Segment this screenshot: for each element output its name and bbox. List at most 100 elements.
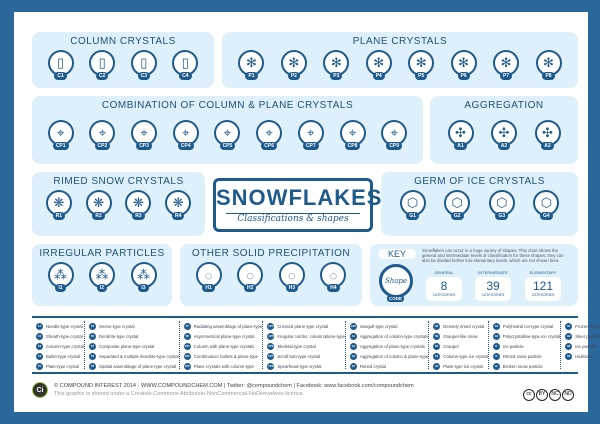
legend-label: Densely rimed crystal xyxy=(443,323,485,329)
legend-item: P1 Plate-type crystal xyxy=(36,361,84,371)
legend-code: A1 xyxy=(349,332,357,340)
legend-code: CP6 xyxy=(267,342,275,350)
page-subtitle: Classifications & shapes xyxy=(226,213,360,224)
legend-code: CP2 xyxy=(183,352,191,360)
plane-crystals-box: PLANE CRYSTALS ✻ P1 ✻ P2 ✻ P3 ✻ P4 ✻ P5 ✻ P6 ✻ P7 ✻ P8 xyxy=(222,32,578,88)
crystal-p6: ✻ P6 xyxy=(450,50,477,80)
crystal-p1: ✻ P1 xyxy=(238,50,265,80)
crystal-code: CP6 xyxy=(261,142,277,150)
crystal-c3: ▯ C3 xyxy=(130,50,157,80)
aggregation-crystal-icon: ✣ xyxy=(534,120,561,146)
crystal-code: R2 xyxy=(92,212,105,220)
legend-label: Plate-type crystal xyxy=(46,363,79,369)
legend-label: Asymmetrical plane-type crystal xyxy=(193,333,255,339)
legend-item: CP9 Seagull-type crystal xyxy=(349,321,428,331)
legend-code: I3 xyxy=(492,362,500,370)
crystal-code: G3 xyxy=(495,212,509,220)
rimed-box: RIMED SNOW CRYSTALS ❋ R1 ❋ R2 ❋ R3 ❋ R4 xyxy=(32,172,205,236)
legend-code: P6 xyxy=(88,362,96,370)
irregular-box: IRREGULAR PARTICLES ⁂ I1 ⁂ I2 ⁂ I3 xyxy=(32,244,172,306)
plane-crystal-icon: ✻ xyxy=(323,50,350,76)
crystal-code: P1 xyxy=(245,72,258,80)
legend-code: CP4 xyxy=(267,322,275,330)
legend-label: Column with plane-type crystals xyxy=(193,343,255,349)
crystal-code: P2 xyxy=(287,72,300,80)
legend-code: R3 xyxy=(433,332,441,340)
combo-crystal-icon: ⌖ xyxy=(381,120,408,146)
column-title: COLUMN CRYSTALS xyxy=(70,36,176,47)
crystal-c1: ▯ C1 xyxy=(47,50,74,80)
legend-label: Broken snow particle xyxy=(502,363,543,369)
legend-label: Column-type crystal xyxy=(46,343,84,349)
crystal-p2: ✻ P2 xyxy=(280,50,307,80)
infographic-panel: COLUMN CRYSTALS ▯ C1 ▯ C2 ▯ C3 ▯ C4 PLANE CRYSTA… xyxy=(14,12,600,412)
legend-label: Seagull-type crystal xyxy=(359,323,398,329)
legend-code: R4 xyxy=(433,342,441,350)
crystal-p3: ✻ P3 xyxy=(323,50,350,80)
by-icon: BY xyxy=(536,389,548,401)
legend-code: CP9 xyxy=(349,322,357,330)
crystal-i2: ⁂ I2 xyxy=(89,262,115,292)
legend-code: P8 xyxy=(183,332,191,340)
legend-label: Plate-type ice crystal xyxy=(443,363,483,369)
legend-code: C3 xyxy=(36,342,43,350)
crystal-cp4: ⌖ CP4 xyxy=(172,120,199,150)
legend-code: C1 xyxy=(36,322,43,330)
crystal-cp5: ⌖ CP5 xyxy=(214,120,241,150)
rimed-crystal-icon: ❋ xyxy=(125,190,152,216)
crystal-code: CP7 xyxy=(302,142,319,150)
legend-code: A3 xyxy=(349,352,357,360)
legend-label: Column-type ice crystal xyxy=(443,353,488,359)
crystal-p4: ✻ P4 xyxy=(365,50,392,80)
legend-item: A1 Aggregation of column-type crystals xyxy=(349,331,428,341)
legend-column: R2 Densely rimed crystal R3 Graupel-like sn… xyxy=(429,321,489,370)
aggregation-crystal-icon: ✣ xyxy=(447,120,474,146)
legend-label: Ice particle xyxy=(575,343,596,349)
crystal-code: I3 xyxy=(138,284,149,292)
legend-column: C1 Needle-type crystal C2 Sheath-type cryst… xyxy=(32,321,85,371)
legend-code: H3 xyxy=(565,342,573,350)
legend-label: Scroll twin-type crystal xyxy=(277,353,321,359)
legend-code: CP1 xyxy=(183,342,191,350)
crystal-code: G2 xyxy=(450,212,464,220)
crystal-cp2: ⌖ CP2 xyxy=(89,120,116,150)
crystal-code: I1 xyxy=(55,284,66,292)
legend-label: Skeletal-type crystal xyxy=(277,343,316,349)
crystal-cp9: ⌖ CP9 xyxy=(381,120,408,150)
legend-label: Sector-type crystal xyxy=(98,323,135,329)
crystal-code: P8 xyxy=(542,72,555,80)
other-crystal-icon: ◌ xyxy=(237,262,264,288)
crystal-r4: ❋ R4 xyxy=(165,190,192,220)
legend-code: H2 xyxy=(565,332,573,340)
legend-column: P2 Sector-type crystal P3 Dendrite-type cry… xyxy=(85,321,180,370)
legend-item: CP8 Spearhead-type crystal xyxy=(267,361,345,371)
legend-label: Separated & multiple dendrite-type cryst… xyxy=(98,353,179,359)
legend-label: Plane crystals with column-type xyxy=(193,363,254,369)
crystal-code: R1 xyxy=(52,212,65,220)
crystal-code: H3 xyxy=(285,284,298,292)
legend-code: P2 xyxy=(88,322,96,330)
legend-code: R1 xyxy=(349,362,357,370)
crystal-code: H1 xyxy=(202,284,215,292)
legend-item: P7 Radiating assemblage of plane-type xyxy=(183,321,262,331)
legend-code: H1 xyxy=(565,322,573,330)
legend-item: H2 Sleet particle xyxy=(565,331,600,341)
legend-code: G3 xyxy=(492,322,500,330)
key-box: KEY Shape CODE Snowflakes can occur in a… xyxy=(370,244,578,306)
legend-item: P5 Separated & multiple dendrite-type cry… xyxy=(88,351,179,361)
key-description: Snowflakes can occur in a huge variety o… xyxy=(422,248,564,264)
crystal-cp7: ⌖ CP7 xyxy=(297,120,324,150)
germ-icons: ⬡ G1 ⬡ G2 ⬡ G3 ⬡ G4 xyxy=(381,190,578,220)
legend-label: Aggregation of plane-type crystals xyxy=(359,343,425,349)
page-title: SNOWFLAKES xyxy=(216,185,383,210)
legend-code: CP3 xyxy=(183,362,191,370)
stat-intermediate: INTERMEDIATE 39 CATEGORIES xyxy=(475,270,511,301)
legend-code: P3 xyxy=(88,332,96,340)
legend-item: R2 Densely rimed crystal xyxy=(433,321,488,331)
nc-icon: NC xyxy=(549,389,561,401)
legend-code: I2 xyxy=(492,352,500,360)
legend-item: H3 Ice particle xyxy=(565,341,600,351)
column-crystal-icon: ▯ xyxy=(172,50,199,76)
crystal-code: R4 xyxy=(171,212,185,220)
